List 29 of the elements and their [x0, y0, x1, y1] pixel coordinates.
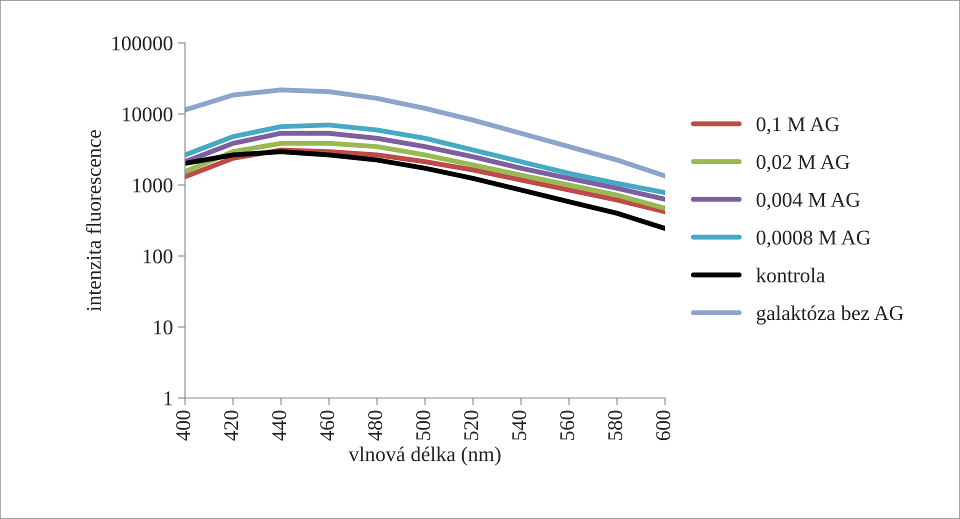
- legend-label: galaktóza bez AG: [756, 305, 904, 324]
- x-tick-label: 500: [416, 410, 430, 440]
- y-tick-label: 10000: [122, 107, 172, 122]
- legend-label: 0,1 M AG: [756, 117, 840, 134]
- legend-label: 0,0008 M AG: [756, 230, 870, 248]
- y-tick-label: 100000: [112, 36, 172, 50]
- x-tick-label: 460: [320, 410, 334, 441]
- y-tick-label: 10: [154, 320, 172, 334]
- line-series: [185, 122, 665, 196]
- x-tick-label: 600: [656, 410, 670, 440]
- line-series: [185, 149, 665, 231]
- x-tick-label: 440: [272, 410, 286, 441]
- y-tick-label: 1: [164, 391, 172, 406]
- y-axis-title: intenzita fluorescence: [86, 130, 101, 312]
- x-axis-title: vlnová délka (nm): [348, 446, 500, 466]
- x-tick-label: 540: [512, 410, 526, 440]
- line-series: [185, 130, 665, 202]
- x-tick-label: 560: [560, 410, 574, 440]
- y-tick-label: 100: [144, 249, 172, 264]
- line-series: [185, 88, 665, 178]
- x-tick-label: 580: [608, 410, 622, 440]
- y-tick-label: 1000: [133, 178, 172, 192]
- x-tick-label: 480: [368, 410, 382, 441]
- legend-label: 0,02 M AG: [756, 155, 850, 172]
- legend-label: kontrola: [756, 268, 825, 282]
- x-tick-label: 520: [464, 410, 478, 440]
- x-tick-label: 400: [176, 410, 190, 441]
- legend-label: 0,004 M AG: [756, 192, 860, 210]
- x-tick-label: 420: [224, 410, 238, 441]
